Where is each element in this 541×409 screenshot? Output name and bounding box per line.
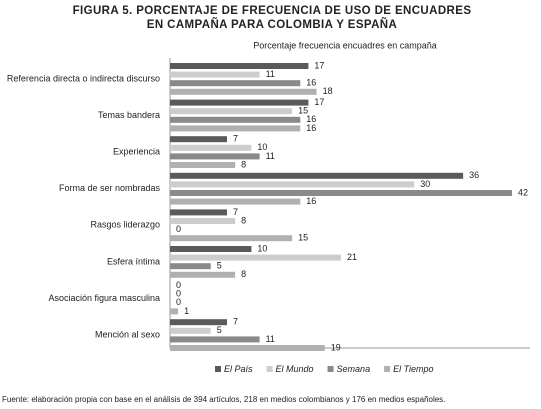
bar — [170, 271, 236, 278]
category-label: Experiencia — [113, 146, 160, 156]
value-label: 11 — [266, 151, 275, 161]
bar — [170, 235, 293, 242]
value-label: 17 — [314, 97, 324, 107]
value-label: 1 — [184, 306, 189, 316]
category-label: Esfera íntima — [107, 256, 160, 266]
bar — [170, 108, 293, 115]
value-label: 0 — [176, 297, 181, 307]
bar — [170, 336, 260, 343]
bar — [170, 153, 260, 160]
legend-swatch — [266, 366, 273, 372]
value-label: 18 — [323, 86, 333, 96]
value-label: 16 — [306, 78, 316, 88]
legend-label: Semana — [337, 364, 371, 374]
value-label: 36 — [469, 170, 479, 180]
chart-subtitle: Porcentaje frecuencia encuadres en campa… — [253, 40, 437, 50]
footnote: Fuente: elaboración propia con base en e… — [2, 395, 445, 404]
value-label: 0 — [176, 280, 181, 290]
value-label: 7 — [233, 134, 238, 144]
value-label: 42 — [518, 187, 528, 197]
bar — [170, 218, 236, 224]
bar — [170, 209, 227, 216]
category-label: Mención al sexo — [95, 329, 160, 339]
value-label: 7 — [233, 207, 238, 217]
category-label: Asociación figura masculina — [48, 293, 160, 303]
bar — [170, 125, 301, 132]
value-label: 11 — [266, 69, 275, 79]
legend-label: El Tiempo — [393, 364, 433, 374]
value-label: 0 — [176, 289, 181, 299]
chart-title: FIGURA 5. PORCENTAJE DE FRECUENCIA DE US… — [73, 5, 472, 17]
value-label: 10 — [257, 243, 267, 253]
value-label: 5 — [217, 325, 222, 335]
bar — [170, 162, 236, 168]
value-label: 8 — [241, 215, 246, 225]
category-label: Rasgos liderazgo — [90, 220, 160, 230]
category-label: Temas bandera — [98, 110, 160, 120]
value-label: 8 — [241, 269, 246, 279]
legend-swatch — [215, 366, 221, 372]
bar — [170, 190, 512, 196]
value-label: 11 — [266, 334, 275, 344]
bar — [170, 172, 464, 179]
value-label: 7 — [233, 317, 238, 327]
value-label: 21 — [347, 252, 357, 262]
bar — [170, 144, 252, 151]
value-label: 30 — [420, 179, 430, 189]
bar — [170, 263, 211, 270]
bar — [170, 63, 309, 69]
bar — [170, 136, 227, 143]
legend-swatch — [327, 366, 334, 372]
bar — [170, 345, 325, 351]
value-label: 8 — [241, 159, 246, 169]
legend-swatch — [384, 366, 391, 372]
legend-label: El Mundo — [276, 364, 314, 374]
category-label: Forma de ser nombradas — [59, 183, 161, 193]
bar — [170, 198, 301, 205]
bar — [170, 181, 415, 188]
bar — [170, 254, 341, 261]
value-label: 5 — [217, 261, 222, 271]
value-label: 15 — [298, 106, 308, 116]
value-label: 19 — [331, 342, 341, 352]
category-label: Referencia directa o indirecta discurso — [7, 73, 160, 83]
value-label: 15 — [298, 233, 308, 243]
bar — [170, 327, 211, 334]
value-label: 16 — [306, 196, 316, 206]
value-label: 16 — [306, 114, 316, 124]
bar — [170, 71, 260, 78]
bar — [170, 246, 252, 252]
bar — [170, 88, 317, 95]
value-label: 17 — [314, 60, 324, 70]
bar — [170, 116, 301, 123]
bar — [170, 80, 301, 87]
chart-title: EN CAMPAÑA PARA COLOMBIA Y ESPAÑA — [147, 18, 397, 31]
value-label: 0 — [176, 224, 181, 234]
bar — [170, 99, 309, 106]
bar — [170, 308, 179, 315]
legend-label: El País — [224, 364, 253, 374]
value-label: 10 — [257, 142, 267, 152]
value-label: 16 — [306, 123, 316, 133]
bar — [170, 319, 227, 326]
